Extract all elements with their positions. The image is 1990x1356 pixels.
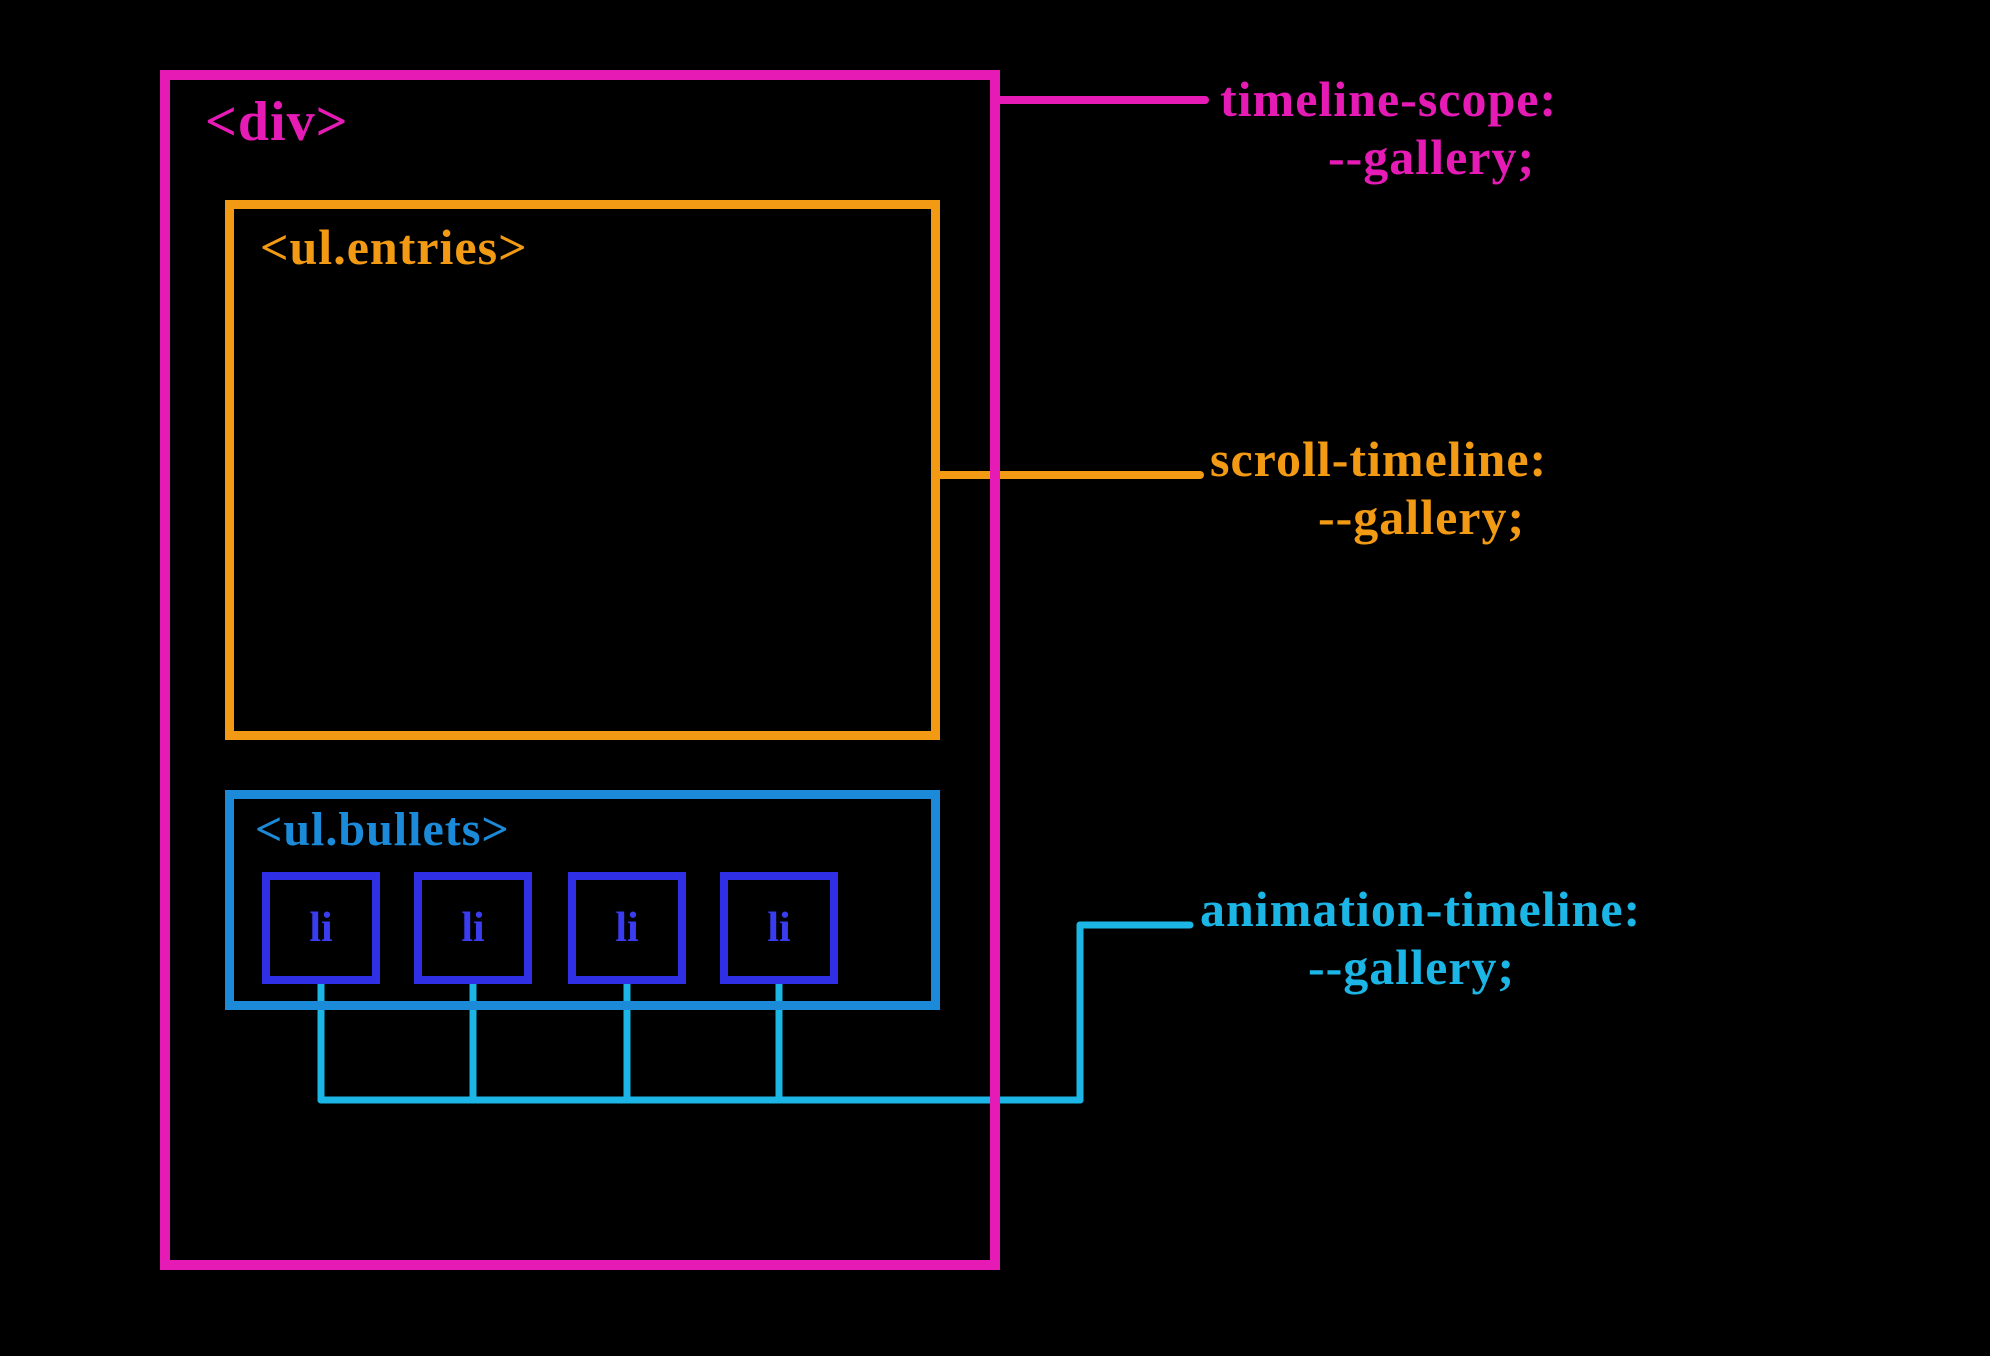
diagram-canvas: <div> <ul.entries> <ul.bullets> li li li li… [0,0,1990,1356]
bullets-ul-label: <ul.bullets> [255,802,510,857]
entries-ul-label: <ul.entries> [260,218,528,276]
animation-timeline-annotation: animation-timeline: --gallery; [1200,880,1641,996]
li-item: li [568,872,686,984]
li-item-label: li [767,904,790,952]
li-item: li [414,872,532,984]
li-item-label: li [309,904,332,952]
li-item: li [720,872,838,984]
li-item: li [262,872,380,984]
entries-ul-box [225,200,940,740]
outer-div-label: <div> [205,90,349,154]
li-item-label: li [615,904,638,952]
scroll-timeline-annotation: scroll-timeline: --gallery; [1210,430,1547,546]
timeline-scope-annotation: timeline-scope: --gallery; [1220,70,1557,186]
li-item-label: li [461,904,484,952]
